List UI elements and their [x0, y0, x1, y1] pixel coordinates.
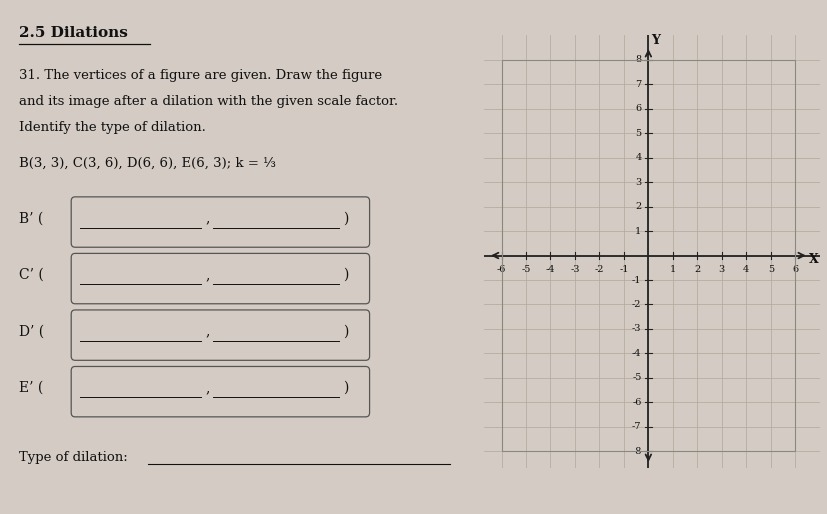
Text: -1: -1 — [631, 276, 641, 285]
Text: and its image after a dilation with the given scale factor.: and its image after a dilation with the … — [19, 95, 398, 108]
Text: -2: -2 — [594, 265, 604, 274]
Text: Y: Y — [650, 34, 659, 47]
Text: 4: 4 — [634, 153, 641, 162]
Text: 7: 7 — [634, 80, 641, 89]
Text: -5: -5 — [631, 373, 641, 382]
Bar — [501, 60, 794, 451]
Text: 31. The vertices of a figure are given. Draw the figure: 31. The vertices of a figure are given. … — [19, 69, 382, 82]
Text: -2: -2 — [631, 300, 641, 309]
Text: -6: -6 — [631, 398, 641, 407]
Text: B’ (: B’ ( — [19, 211, 44, 226]
Text: -6: -6 — [496, 265, 505, 274]
Text: -7: -7 — [631, 423, 641, 431]
Text: 5: 5 — [634, 128, 641, 138]
Text: X: X — [808, 253, 817, 266]
Text: -3: -3 — [570, 265, 579, 274]
Text: ,: , — [206, 324, 210, 339]
Text: ,: , — [206, 268, 210, 282]
Text: -5: -5 — [521, 265, 530, 274]
Text: Type of dilation:: Type of dilation: — [19, 451, 128, 464]
Text: C’ (: C’ ( — [19, 268, 44, 282]
Text: ): ) — [342, 211, 348, 226]
Text: -1: -1 — [619, 265, 628, 274]
Text: E’ (: E’ ( — [19, 381, 44, 395]
Text: Identify the type of dilation.: Identify the type of dilation. — [19, 121, 206, 134]
Text: -3: -3 — [631, 324, 641, 334]
Text: ): ) — [342, 268, 348, 282]
Text: 5: 5 — [767, 265, 773, 274]
Text: 3: 3 — [634, 178, 641, 187]
Text: -4: -4 — [545, 265, 555, 274]
Text: ): ) — [342, 381, 348, 395]
Text: 2.5 Dilations: 2.5 Dilations — [19, 26, 128, 40]
Text: 2: 2 — [634, 202, 641, 211]
Text: 1: 1 — [669, 265, 675, 274]
Text: 6: 6 — [634, 104, 641, 113]
Text: D’ (: D’ ( — [19, 324, 45, 339]
Text: 6: 6 — [791, 265, 797, 274]
Text: 3: 3 — [718, 265, 724, 274]
Text: 1: 1 — [634, 227, 641, 235]
Text: -8: -8 — [631, 447, 641, 456]
Text: ,: , — [206, 381, 210, 395]
Text: ): ) — [342, 324, 348, 339]
Text: B(3, 3), C(3, 6), D(6, 6), E(6, 3); k = ⅓: B(3, 3), C(3, 6), D(6, 6), E(6, 3); k = … — [19, 157, 276, 170]
Text: 8: 8 — [634, 55, 641, 64]
Text: 4: 4 — [743, 265, 748, 274]
Text: ,: , — [206, 211, 210, 226]
Text: -4: -4 — [631, 349, 641, 358]
Text: 2: 2 — [693, 265, 700, 274]
